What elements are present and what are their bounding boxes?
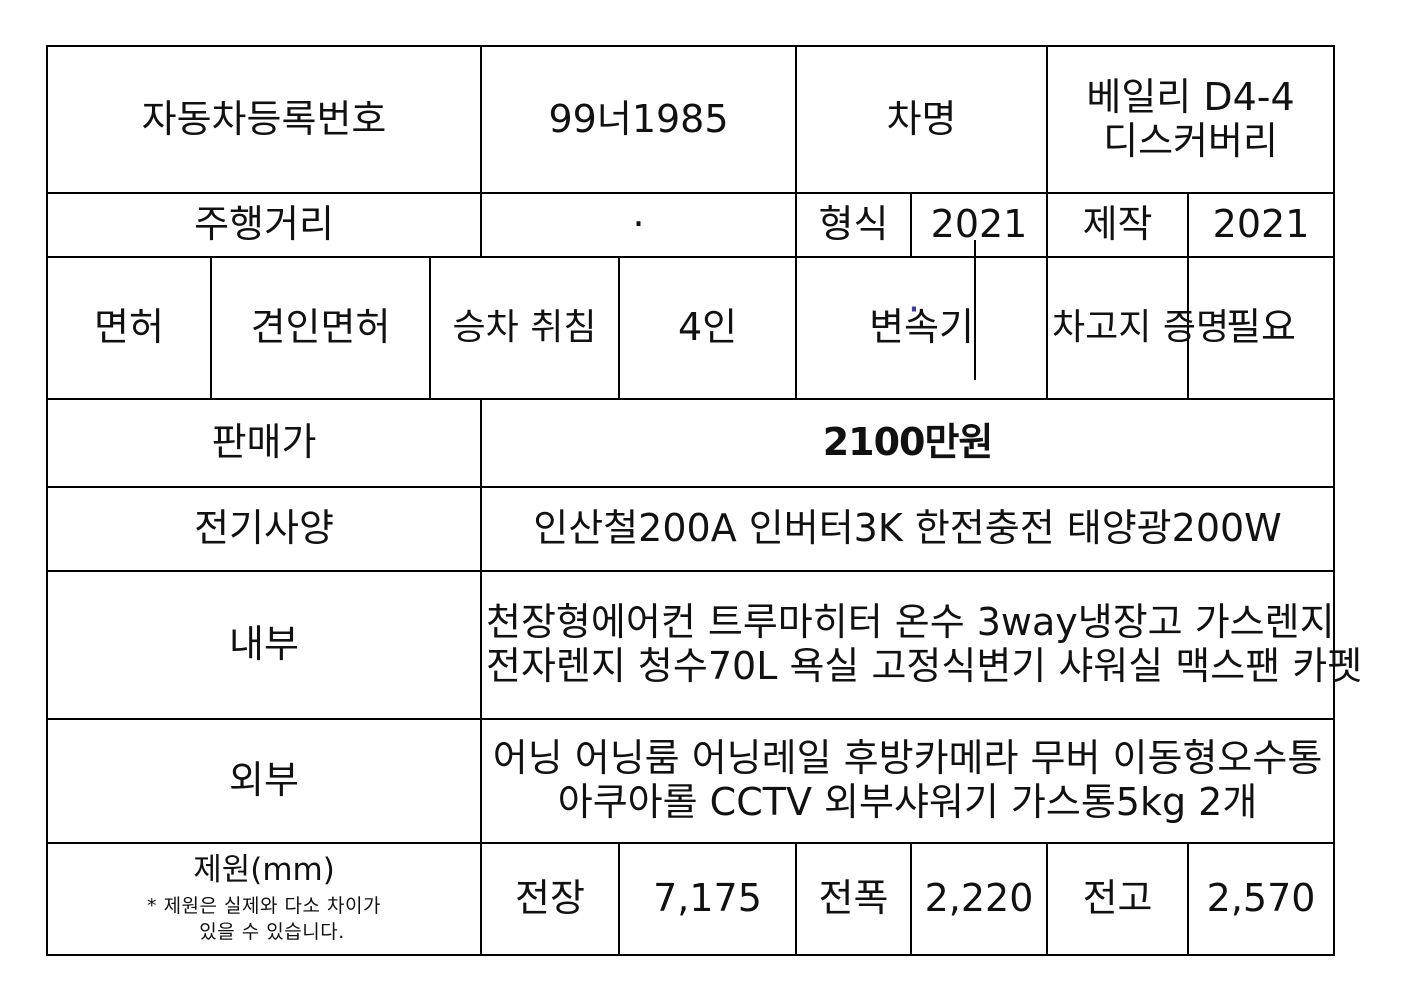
label-mileage: 주행거리 [45, 192, 483, 258]
label-garage-certificate: 차고지 증명 [1046, 256, 1229, 400]
vehicle-name-line-2: 디스커버리 [1103, 118, 1278, 163]
value-dimension-width: 2,220 [910, 842, 1049, 956]
table-row-price: 판매가 2100만원 [45, 398, 1336, 488]
label-license: 면허 [46, 256, 212, 400]
garage-label-line-1: 차고지 [1052, 307, 1152, 349]
table-row-mileage: 주행거리 · 형식 2021 제작 2021 [45, 192, 1336, 258]
label-model-type: 형식 [795, 192, 913, 258]
value-dimension-length: 7,175 [618, 842, 798, 956]
table-row-license: 면허 견인면허 승차 취침 4인 변속기 차고지 증명 필요 [46, 256, 1336, 400]
dimensions-title: 제원(mm) [193, 851, 335, 888]
label-registration-number: 자동차등록번호 [45, 45, 483, 194]
value-dimension-height: 2,570 [1187, 842, 1336, 956]
value-interior: 천장형에어컨 트루마히터 온수 3way냉장고 가스렌지 전자렌지 청수70L … [480, 570, 1363, 720]
exterior-line-2: 아쿠아롤 CCTV 외부샤워기 가스통5kg 2개 [557, 780, 1258, 824]
label-exterior: 외부 [45, 718, 483, 844]
electrical-line-1: 인산철200A 인버터3K 한전충전 태양광200W [533, 506, 1282, 551]
exterior-line-1: 어닝 어닝룸 어닝레일 후방카메라 무버 이동형오수통 [492, 736, 1323, 781]
label-sale-price: 판매가 [45, 398, 483, 488]
interior-line-1: 천장형에어컨 트루마히터 온수 3way냉장고 가스렌지 [486, 600, 1335, 645]
value-electrical-spec: 인산철200A 인버터3K 한전충전 태양광200W [480, 486, 1336, 572]
table-row-electrical: 전기사양 인산철200A 인버터3K 한전충전 태양광200W [45, 486, 1336, 572]
label-dimension-width: 전폭 [795, 842, 913, 956]
value-registration-number: 99너1985 [480, 45, 798, 194]
label-dimension-length: 전장 [480, 842, 621, 956]
value-seating-count: 4인 [618, 256, 798, 400]
seating-label-line-2: 취침 [530, 307, 597, 349]
label-dimension-height: 전고 [1046, 842, 1190, 956]
dimensions-note-line-1: * 제원은 실제와 다소 차이가 [147, 895, 381, 918]
value-manufacture-year: 2021 [1187, 192, 1336, 258]
vehicle-spec-table: 자동차등록번호 99너1985 차명 베일리 D4-4 디스커버리 주행거리 ·… [45, 45, 1363, 956]
seating-label-line-1: 승차 [452, 307, 519, 349]
dimensions-note: * 제원은 실제와 다소 차이가 있을 수 있습니다. [52, 894, 476, 945]
label-electrical-spec: 전기사양 [45, 486, 483, 572]
table-row-interior: 내부 천장형에어컨 트루마히터 온수 3way냉장고 가스렌지 전자렌지 청수7… [45, 570, 1363, 720]
label-manufacture-year: 제작 [1046, 192, 1190, 258]
dimensions-note-line-2: 있을 수 있습니다. [199, 920, 345, 943]
table-row-exterior: 외부 어닝 어닝룸 어닝레일 후방카메라 무버 이동형오수통 아쿠아롤 CCTV… [45, 718, 1336, 844]
garage-label-line-2: 증명 [1162, 307, 1230, 349]
value-transmission-wrap: · [854, 240, 976, 380]
value-garage-certificate: 필요 [1187, 256, 1336, 400]
value-model-type: 2021 [910, 192, 1049, 258]
value-mileage: · [480, 192, 798, 258]
label-seating-sleeping: 승차 취침 [428, 256, 621, 400]
table-row-dimensions: 제원(mm) * 제원은 실제와 다소 차이가 있을 수 있습니다. 전장 7,… [45, 842, 1336, 956]
value-towing-license: 견인면허 [210, 256, 431, 400]
label-vehicle-name: 차명 [795, 45, 1049, 194]
label-interior: 내부 [45, 570, 483, 720]
vehicle-name-line-1: 베일리 D4-4 [1086, 74, 1295, 119]
label-transmission: 변속기 [795, 256, 1049, 400]
value-exterior: 어닝 어닝룸 어닝레일 후방카메라 무버 이동형오수통 아쿠아롤 CCTV 외부… [480, 718, 1336, 844]
value-vehicle-name: 베일리 D4-4 디스커버리 [1046, 45, 1336, 194]
label-dimensions: 제원(mm) * 제원은 실제와 다소 차이가 있을 수 있습니다. [45, 842, 483, 956]
interior-line-2: 전자렌지 청수70L 욕실 고정식변기 샤워실 맥스팬 카펫 [486, 644, 1363, 688]
value-transmission: · [907, 287, 921, 333]
table-row-registration: 자동차등록번호 99너1985 차명 베일리 D4-4 디스커버리 [45, 45, 1336, 194]
value-sale-price: 2100만원 [480, 398, 1336, 488]
vehicle-spec-sheet: 자동차등록번호 99너1985 차명 베일리 D4-4 디스커버리 주행거리 ·… [45, 45, 1362, 956]
